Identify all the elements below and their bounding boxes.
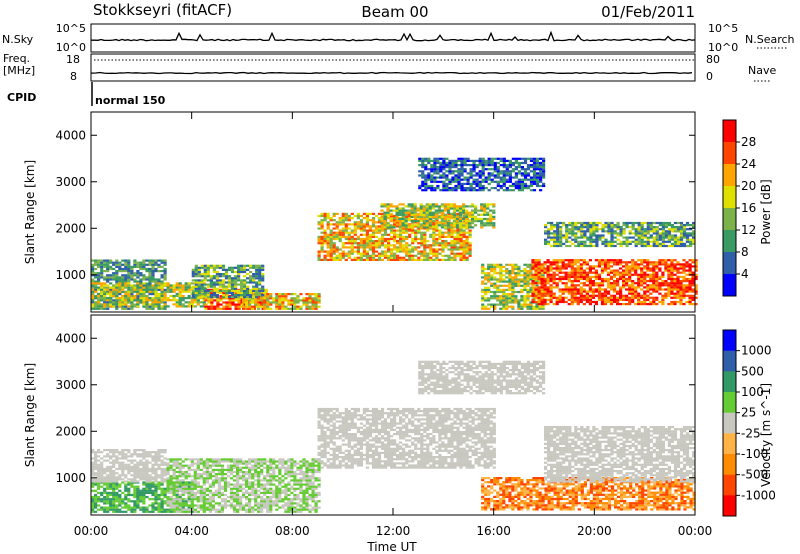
velocity-region-5	[544, 426, 696, 483]
velocity-region-6	[418, 360, 546, 395]
velocity-ylabel: Slant Range [km]	[23, 363, 37, 467]
power-region-4	[191, 264, 265, 299]
power-colorbar-segment-0	[723, 120, 736, 143]
velocity-colorbar-tick-6: -500	[741, 468, 768, 482]
velocity-colorbar-tick-1: 500	[741, 364, 764, 378]
nsearch-tick-bottom: 10^0	[708, 41, 738, 54]
power-colorbar-tick-6: 4	[741, 267, 749, 281]
power-y-axis: 4000 3000 2000 1000	[55, 128, 695, 282]
nsky-label: N.Sky	[2, 33, 34, 46]
velocity-ytick-label-1: 3000	[55, 378, 86, 392]
power-colorbar-segment-1	[723, 142, 736, 165]
freq-tick-top: 18	[66, 53, 80, 66]
power-colorbar: 28 24 20 16 12 8 4	[722, 119, 756, 297]
velocity-colorbar-segment-1	[723, 350, 736, 372]
nave-trace	[90, 71, 693, 75]
velocity-colorbar-tick-3: 25	[741, 406, 756, 420]
xtick-label-6: 00:00	[678, 524, 713, 538]
xtick-label-1: 04:00	[174, 524, 209, 538]
power-colorbar-segment-6	[723, 252, 736, 275]
power-region-1	[91, 282, 206, 308]
freq-tick-bottom: 8	[70, 70, 77, 83]
beam-title: Beam 00	[361, 3, 428, 21]
xtick-label-3: 12:00	[376, 524, 411, 538]
velocity-colorbar-tick-2: 100	[741, 385, 764, 399]
nsky-tick-top: 10^5	[56, 22, 86, 35]
power-ytick-label-2: 2000	[55, 221, 86, 235]
power-colorbar-tick-2: 20	[741, 179, 756, 193]
power-colorbar-segment-7	[723, 274, 736, 297]
xtick-label-2: 08:00	[275, 524, 310, 538]
velocity-region-2	[166, 458, 321, 513]
power-region-10	[418, 157, 546, 192]
xtick-label-4: 16:00	[476, 524, 511, 538]
xtick-label-5: 20:00	[577, 524, 612, 538]
power-region-3	[242, 293, 321, 310]
velocity-colorbar-segment-6	[723, 454, 736, 476]
date-title: 01/Feb/2011	[601, 3, 695, 21]
nsky-tick-bottom: 10^0	[56, 41, 86, 54]
power-colorbar-tick-4: 12	[741, 223, 756, 237]
velocity-ytick-label-2: 2000	[55, 424, 86, 438]
velocity-colorbar: 1000 500 100 25 -25 -100 -500 -1000	[722, 329, 776, 517]
nave-label: Nave	[748, 64, 776, 77]
power-colorbar-segment-4	[723, 208, 736, 231]
power-heatmap-cells	[91, 157, 698, 310]
freq-label-line2: [MHz]	[3, 64, 35, 77]
nave-tick-top: 80	[706, 53, 720, 66]
power-colorbar-tick-0: 28	[741, 135, 756, 149]
power-ytick-label-1: 3000	[55, 175, 86, 189]
velocity-heatmap-cells	[91, 360, 696, 513]
velocity-colorbar-segment-8	[723, 495, 736, 517]
power-colorbar-tick-3: 16	[741, 201, 756, 215]
velocity-region-1	[91, 449, 167, 483]
power-region-9	[544, 221, 696, 248]
freq-panel-frame	[90, 53, 696, 82]
nave-tick-bottom: 0	[706, 70, 713, 83]
cpid-label: CPID	[7, 91, 36, 104]
power-region-6	[380, 203, 496, 229]
power-ylabel: Slant Range [km]	[23, 160, 37, 264]
nsearch-tick-top: 10^5	[708, 22, 738, 35]
velocity-ytick-label-0: 4000	[55, 331, 86, 345]
velocity-y-axis: 4000 3000 2000 1000	[55, 331, 695, 485]
nsearch-label: N.Search	[745, 33, 795, 46]
freq-label-line1: Freq.	[3, 52, 30, 65]
velocity-colorbar-segment-2	[723, 371, 736, 393]
power-ytick-label-0: 4000	[55, 128, 86, 142]
velocity-colorbar-segment-7	[723, 474, 736, 496]
velocity-colorbar-segment-0	[723, 330, 736, 352]
velocity-region-3	[317, 407, 496, 469]
power-colorbar-tick-5: 8	[741, 245, 749, 259]
velocity-colorbar-tick-4: -25	[741, 426, 761, 440]
power-ytick-label-3: 1000	[55, 268, 86, 282]
velocity-xlabel: Time UT	[366, 540, 417, 554]
velocity-colorbar-label: Velocity [m s^-1]	[759, 383, 773, 487]
power-region-8	[531, 259, 698, 306]
power-colorbar-segment-2	[723, 164, 736, 187]
velocity-ytick-label-3: 1000	[55, 471, 86, 485]
velocity-colorbar-tick-0: 1000	[741, 344, 772, 358]
velocity-colorbar-tick-5: -100	[741, 447, 768, 461]
power-colorbar-segment-5	[723, 230, 736, 253]
cpid-value: normal 150	[95, 94, 166, 107]
nsky-panel-frame	[90, 23, 696, 53]
velocity-colorbar-tick-7: -1000	[741, 488, 776, 502]
power-colorbar-segment-3	[723, 186, 736, 209]
nsky-trace	[90, 30, 696, 42]
velocity-x-axis: 00:00 04:00 08:00 12:00 16:00 20:00 00:00	[74, 112, 713, 538]
station-title: Stokkseyri (fitACF)	[93, 1, 232, 19]
xtick-label-0: 00:00	[74, 524, 109, 538]
velocity-colorbar-segment-4	[723, 412, 736, 434]
velocity-colorbar-segment-3	[723, 392, 736, 414]
power-colorbar-label: Power [dB]	[759, 179, 773, 244]
power-colorbar-tick-1: 24	[741, 157, 756, 171]
velocity-colorbar-segment-5	[723, 433, 736, 455]
